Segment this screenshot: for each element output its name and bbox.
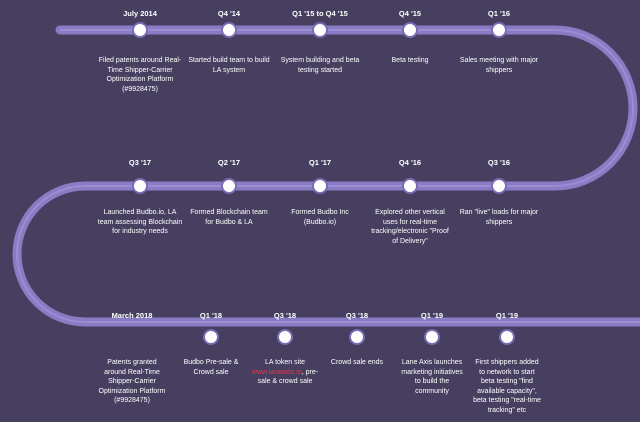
milestone-dot <box>404 180 416 192</box>
milestone-date: Q1 '19 <box>420 311 444 320</box>
milestone-description-start: LA token site <box>264 359 306 366</box>
milestone-dot <box>134 180 146 192</box>
milestone-description: Filed patents around Real- Time Shipper-… <box>98 57 182 93</box>
milestone-date: Q4 '16 <box>398 158 422 167</box>
milestone-date: Q1 '16 <box>487 9 511 18</box>
milestone-date: Q3 '18 <box>273 311 297 320</box>
milestone-dot <box>404 24 416 36</box>
milestone-date: Q1 '18 <box>199 311 223 320</box>
milestone-date: Q3 '16 <box>487 158 511 167</box>
milestone-description: Explored other vertical uses for real-ti… <box>371 209 449 245</box>
milestone-date: March 2018 <box>111 311 153 320</box>
milestone-date: Q3 '18 <box>345 311 369 320</box>
milestone-description: Formed Budbo Inc (Budbo.io) <box>291 209 349 226</box>
milestone-description: Sales meeting with major shippers <box>459 57 539 74</box>
milestone-description: Formed Blockchain team for Budbo & LA <box>190 209 268 226</box>
milestone-description: Budbo Pre-sale & Crowd sale <box>183 359 239 376</box>
milestone-description: Patents granted around Real-Time Shipper… <box>98 359 166 404</box>
milestone-dot <box>205 331 217 343</box>
laneaxis-link[interactable]: www.laneaxis.io <box>251 368 302 376</box>
milestone-date: Q4 '15 <box>398 9 422 18</box>
milestone-dot <box>493 180 505 192</box>
milestone-dot <box>314 180 326 192</box>
milestone-description: System building and beta testing started <box>280 57 360 74</box>
milestone-dot <box>134 24 146 36</box>
milestone-date: Q1 '19 <box>495 311 519 320</box>
milestone-dot <box>493 24 505 36</box>
milestone-description: Lane Axis launches marketing initiatives… <box>401 359 463 395</box>
milestone-description: First shippers added to network to start… <box>473 359 541 414</box>
milestone-dot <box>426 331 438 343</box>
milestone-description: Launched Budbo.io, LA team assessing Blo… <box>97 209 183 235</box>
milestone-dot <box>501 331 513 343</box>
milestone-date: Q2 '17 <box>217 158 241 167</box>
milestone-dot <box>223 24 235 36</box>
milestone-description-end: , pre- sale & crowd sale <box>257 368 319 386</box>
milestone-date: Q1 '15 to Q4 '15 <box>292 9 348 18</box>
milestone-date: Q1 '17 <box>308 158 332 167</box>
milestone-date: July 2014 <box>123 9 157 18</box>
milestone-description: Started build team to build LA system <box>188 57 270 74</box>
milestone-date: Q4 '14 <box>217 9 241 18</box>
milestone-description: Crowd sale ends <box>330 359 384 366</box>
milestone-description: Ran "live" loads for major shippers <box>459 209 539 226</box>
milestone-dot <box>351 331 363 343</box>
milestone-dot <box>223 180 235 192</box>
milestone-date: Q3 '17 <box>128 158 152 167</box>
milestone-dot <box>314 24 326 36</box>
milestone-description: LA token site www.laneaxis.io, pre- sale… <box>230 358 340 387</box>
milestone-description: Beta testing <box>391 57 429 64</box>
milestone-dot <box>279 331 291 343</box>
